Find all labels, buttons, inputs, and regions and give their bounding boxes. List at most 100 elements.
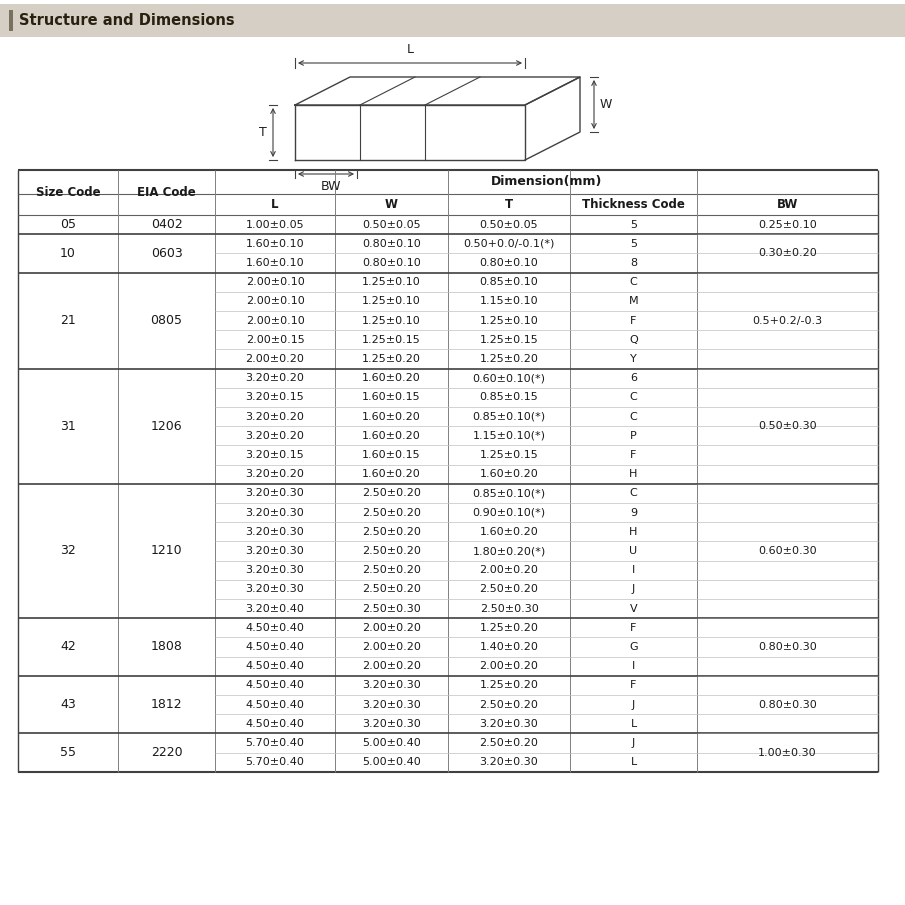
Text: 0.80±0.30: 0.80±0.30 xyxy=(758,700,817,710)
Text: 1812: 1812 xyxy=(151,698,182,711)
Text: 0603: 0603 xyxy=(150,247,183,260)
Text: 1.00±0.05: 1.00±0.05 xyxy=(245,220,304,230)
Text: 5.70±0.40: 5.70±0.40 xyxy=(245,738,304,748)
Text: 3.20±0.30: 3.20±0.30 xyxy=(480,757,538,767)
Text: 4.50±0.40: 4.50±0.40 xyxy=(245,681,304,691)
Text: 2.00±0.10: 2.00±0.10 xyxy=(245,277,304,287)
Text: 2.50±0.30: 2.50±0.30 xyxy=(480,604,538,614)
Text: 2.00±0.20: 2.00±0.20 xyxy=(362,662,421,672)
Text: 5: 5 xyxy=(630,239,637,249)
Text: I: I xyxy=(632,662,635,672)
Text: 2.50±0.20: 2.50±0.20 xyxy=(362,546,421,556)
Text: 3.20±0.20: 3.20±0.20 xyxy=(245,373,304,383)
Text: Size Code: Size Code xyxy=(35,186,100,199)
Text: 3.20±0.15: 3.20±0.15 xyxy=(245,450,304,460)
Text: V: V xyxy=(630,604,637,614)
Text: 2.00±0.20: 2.00±0.20 xyxy=(480,566,538,576)
Text: 1.00±0.30: 1.00±0.30 xyxy=(758,748,817,757)
Text: 2.50±0.20: 2.50±0.20 xyxy=(362,566,421,576)
Text: 2.00±0.20: 2.00±0.20 xyxy=(480,662,538,672)
Text: 5.00±0.40: 5.00±0.40 xyxy=(362,757,421,767)
Text: 4.50±0.40: 4.50±0.40 xyxy=(245,700,304,710)
Text: 6: 6 xyxy=(630,373,637,383)
Text: 10: 10 xyxy=(60,247,76,260)
Text: 0805: 0805 xyxy=(150,314,183,327)
Text: W: W xyxy=(600,98,613,111)
Text: 1.15±0.10(*): 1.15±0.10(*) xyxy=(472,431,546,441)
Text: L: L xyxy=(631,757,636,767)
Text: 2.50±0.30: 2.50±0.30 xyxy=(362,604,421,614)
Text: 05: 05 xyxy=(60,218,76,231)
Text: EIA Code: EIA Code xyxy=(138,186,195,199)
Text: 1.40±0.20: 1.40±0.20 xyxy=(480,642,538,652)
Text: 0.80±0.10: 0.80±0.10 xyxy=(362,239,421,249)
Text: 3.20±0.30: 3.20±0.30 xyxy=(362,681,421,691)
Text: Q: Q xyxy=(629,335,638,345)
Text: 3.20±0.30: 3.20±0.30 xyxy=(245,489,304,499)
Text: P: P xyxy=(630,431,637,441)
Text: T: T xyxy=(505,198,513,211)
Text: 32: 32 xyxy=(60,545,76,557)
Text: BW: BW xyxy=(320,180,341,193)
Text: L: L xyxy=(272,198,279,211)
Text: 0.5+0.2/-0.3: 0.5+0.2/-0.3 xyxy=(752,316,823,326)
Text: 1.25±0.20: 1.25±0.20 xyxy=(480,623,538,633)
Text: 3.20±0.20: 3.20±0.20 xyxy=(245,431,304,441)
Text: 2.00±0.10: 2.00±0.10 xyxy=(245,297,304,307)
Text: 1.60±0.20: 1.60±0.20 xyxy=(480,527,538,537)
Text: 2.00±0.20: 2.00±0.20 xyxy=(362,623,421,633)
Text: C: C xyxy=(630,489,637,499)
Text: 1.60±0.10: 1.60±0.10 xyxy=(245,258,304,268)
Text: J: J xyxy=(632,585,635,595)
Text: Thickness Code: Thickness Code xyxy=(582,198,685,211)
Text: F: F xyxy=(630,681,637,691)
Text: 2.00±0.10: 2.00±0.10 xyxy=(245,316,304,326)
Text: 42: 42 xyxy=(60,641,76,653)
Text: 1210: 1210 xyxy=(151,545,182,557)
Text: I: I xyxy=(632,566,635,576)
Text: 1.60±0.20: 1.60±0.20 xyxy=(362,431,421,441)
Text: 0.50+0.0/-0.1(*): 0.50+0.0/-0.1(*) xyxy=(463,239,555,249)
Text: 55: 55 xyxy=(60,746,76,759)
Text: 0.85±0.10(*): 0.85±0.10(*) xyxy=(472,489,546,499)
Text: 1.80±0.20(*): 1.80±0.20(*) xyxy=(472,546,546,556)
Text: 2.00±0.20: 2.00±0.20 xyxy=(245,354,304,364)
Text: 0.80±0.10: 0.80±0.10 xyxy=(362,258,421,268)
Text: 0.85±0.10(*): 0.85±0.10(*) xyxy=(472,412,546,422)
Text: 1.60±0.20: 1.60±0.20 xyxy=(480,469,538,480)
Text: 1.25±0.10: 1.25±0.10 xyxy=(480,316,538,326)
Text: 0.50±0.30: 0.50±0.30 xyxy=(758,421,817,431)
Text: 0.80±0.10: 0.80±0.10 xyxy=(480,258,538,268)
Text: 4.50±0.40: 4.50±0.40 xyxy=(245,719,304,729)
Text: H: H xyxy=(629,469,638,480)
Text: 8: 8 xyxy=(630,258,637,268)
Text: 3.20±0.30: 3.20±0.30 xyxy=(245,527,304,537)
Text: 2.50±0.20: 2.50±0.20 xyxy=(362,585,421,595)
Text: U: U xyxy=(630,546,637,556)
Text: 2.50±0.20: 2.50±0.20 xyxy=(362,489,421,499)
Text: 0.50±0.05: 0.50±0.05 xyxy=(362,220,421,230)
Text: J: J xyxy=(632,700,635,710)
Text: 3.20±0.30: 3.20±0.30 xyxy=(362,700,421,710)
Text: 1.60±0.15: 1.60±0.15 xyxy=(362,393,421,403)
Text: 4.50±0.40: 4.50±0.40 xyxy=(245,662,304,672)
Text: 1.60±0.10: 1.60±0.10 xyxy=(245,239,304,249)
Text: 0.85±0.10: 0.85±0.10 xyxy=(480,277,538,287)
Text: 2.00±0.15: 2.00±0.15 xyxy=(245,335,304,345)
Text: 1.25±0.15: 1.25±0.15 xyxy=(362,335,421,345)
Text: 4.50±0.40: 4.50±0.40 xyxy=(245,642,304,652)
Text: 2.00±0.20: 2.00±0.20 xyxy=(362,642,421,652)
Text: Y: Y xyxy=(630,354,637,364)
Text: 1.60±0.20: 1.60±0.20 xyxy=(362,469,421,480)
Text: 4.50±0.40: 4.50±0.40 xyxy=(245,623,304,633)
Text: J: J xyxy=(632,738,635,748)
Text: F: F xyxy=(630,450,637,460)
Text: 5.00±0.40: 5.00±0.40 xyxy=(362,738,421,748)
Text: 3.20±0.30: 3.20±0.30 xyxy=(245,585,304,595)
Text: 1.25±0.10: 1.25±0.10 xyxy=(362,316,421,326)
Text: 0.25±0.10: 0.25±0.10 xyxy=(758,220,817,230)
Text: Structure and Dimensions: Structure and Dimensions xyxy=(19,13,234,28)
Text: 3.20±0.30: 3.20±0.30 xyxy=(362,719,421,729)
Text: 2.50±0.20: 2.50±0.20 xyxy=(480,738,538,748)
Text: 3.20±0.30: 3.20±0.30 xyxy=(245,566,304,576)
